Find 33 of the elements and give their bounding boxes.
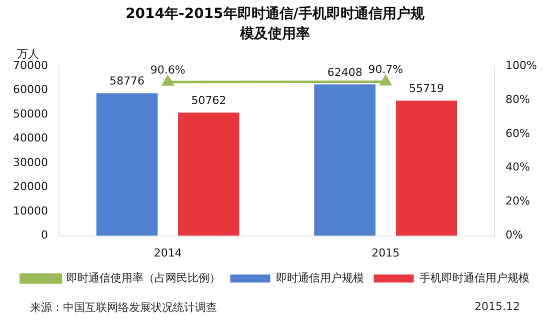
bar [178, 112, 240, 236]
chart-title: 2014年-2015年即时通信/手机即时通信用户规模及使用率 [125, 4, 425, 44]
y2-tick-label: 40% [506, 160, 530, 174]
data-label: 90.6% [150, 63, 186, 76]
y-tick-label: 10000 [12, 204, 48, 218]
y2-tick-label: 100% [506, 58, 538, 72]
data-label: 50762 [191, 94, 226, 108]
legend-label: 即时通信使用率（占网民比例） [66, 271, 220, 284]
data-label: 58776 [110, 74, 145, 88]
y-tick-label: 60000 [12, 83, 48, 96]
data-label: 55719 [408, 82, 444, 95]
data-label: 90.7% [368, 63, 404, 76]
y2-tick-label: 20% [506, 194, 530, 208]
y2-tick-label: 60% [506, 126, 530, 140]
y-tick-label: 40000 [12, 132, 48, 145]
y-tick-label: 0 [40, 228, 48, 242]
data-label: 62408 [327, 66, 362, 79]
y-tick-label: 70000 [12, 58, 48, 72]
bar [314, 84, 376, 236]
bar [396, 100, 458, 236]
y-tick-label: 20000 [12, 180, 48, 194]
y2-tick-label: 80% [506, 92, 530, 106]
source-note: 来源：中国互联网络发展状况统计调查 [30, 300, 217, 315]
y-tick-label: 30000 [12, 156, 48, 169]
bar [96, 93, 158, 236]
text: 2015.12 [474, 300, 520, 315]
y2-tick-label: 0% [506, 228, 524, 242]
y-axis-title: 万人 [17, 47, 39, 60]
y-tick-label: 50000 [12, 107, 48, 120]
legend-label: 手机即时通信用户规模 [419, 271, 530, 284]
legend-label: 即时通信用户规模 [276, 271, 364, 284]
x-tick-label: 2015 [372, 246, 400, 260]
x-tick-label: 2014 [154, 246, 182, 260]
